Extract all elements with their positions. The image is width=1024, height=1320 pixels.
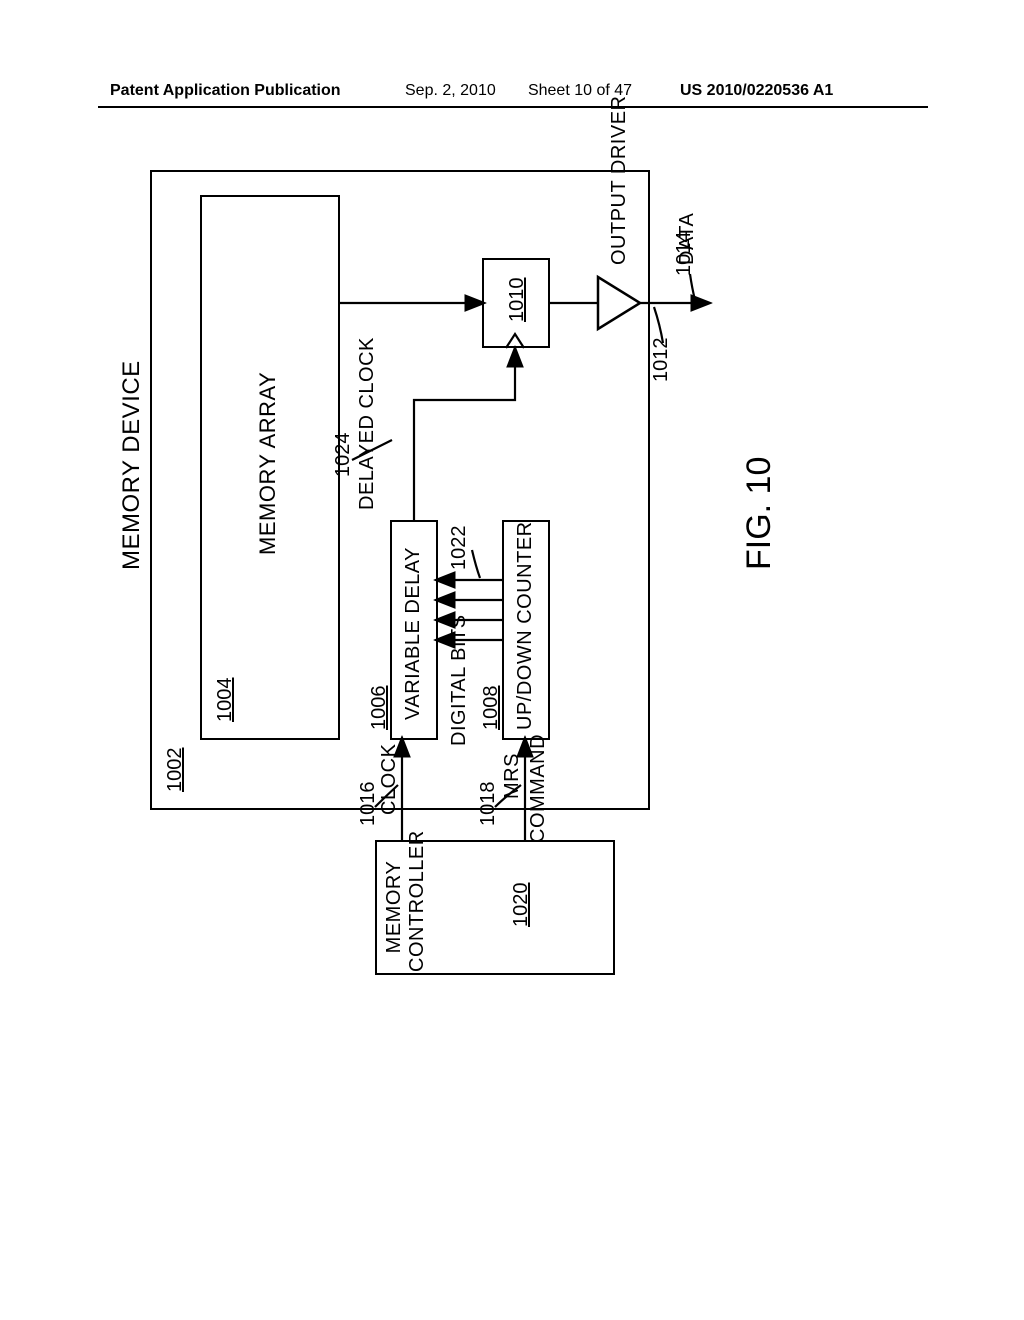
header-rule [98,106,928,108]
figure-diagram: 1002 MEMORY DEVICE 1004 MEMORY ARRAY 100… [120,150,840,870]
output-driver-ref: 1012 [650,338,673,383]
header-date: Sep. 2, 2010 [405,82,496,100]
memory-controller-ref: 1020 [510,883,533,928]
header-left: Patent Application Publication [110,82,341,100]
figure-caption: FIG. 10 [740,457,779,570]
data-out-ref: 1014 [673,232,696,277]
diagram-wires [120,150,840,870]
header-pubno: US 2010/0220536 A1 [680,82,833,100]
